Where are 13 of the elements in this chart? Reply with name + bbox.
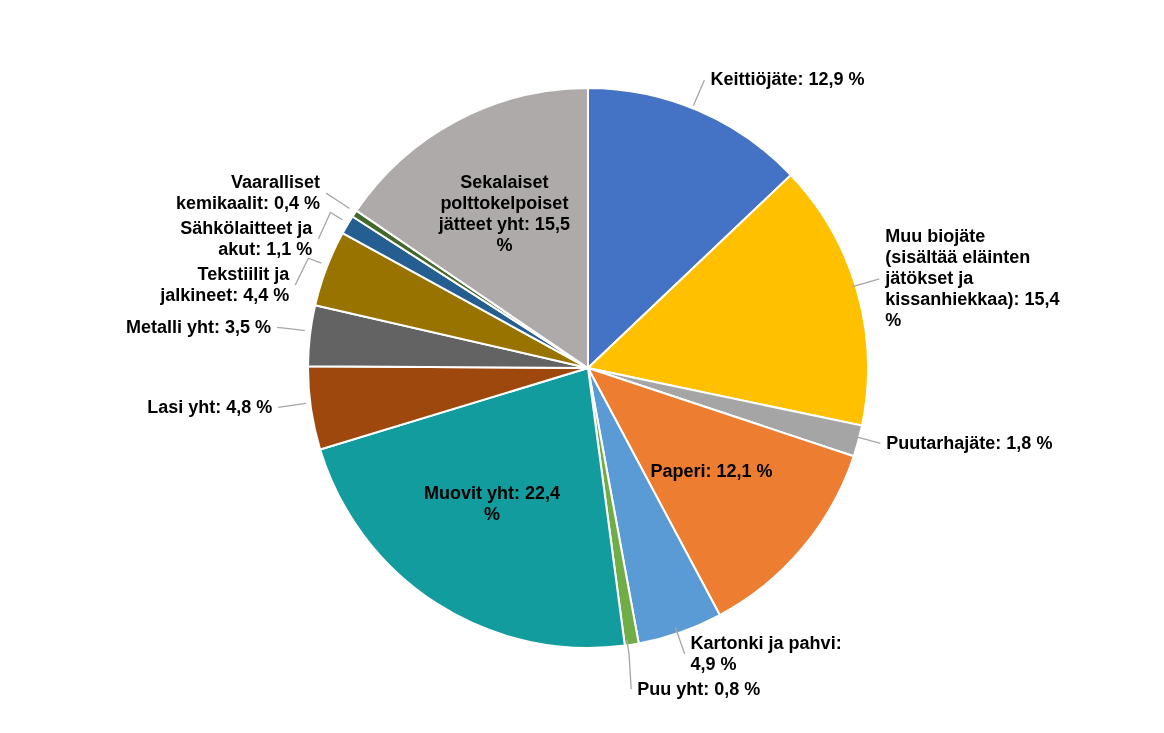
slice-label: Vaaralliset kemikaalit: 0,4 % bbox=[176, 171, 321, 213]
slice-label: Metalli yht: 3,5 % bbox=[126, 316, 272, 337]
slice-label: Sähkölaitteet ja akut: 1,1 % bbox=[180, 217, 314, 259]
slice-label: Muovit yht: 22,4 % bbox=[424, 483, 561, 525]
slice-label: Tekstiilit ja jalkineet: 4,4 % bbox=[159, 263, 291, 305]
slice-label: Sekalaiset polttokelpoiset jätteet yht: 15,5 % bbox=[437, 172, 570, 256]
slice-label: Puutarhajäte: 1,8 % bbox=[886, 432, 1053, 453]
slice-label: Keittiöjäte: 12,9 % bbox=[710, 69, 865, 90]
slice-label: Lasi yht: 4,8 % bbox=[147, 396, 273, 417]
slice-label: Paperi: 12,1 % bbox=[650, 460, 773, 481]
slice-label: Puu yht: 0,8 % bbox=[637, 678, 761, 699]
slice-label: Kartonki ja pahvi: 4,9 % bbox=[690, 632, 842, 674]
slice-label: Muu biojäte (sisältää eläinten jätökset ja kissanhiekkaa): 15,4 % bbox=[884, 226, 1060, 331]
